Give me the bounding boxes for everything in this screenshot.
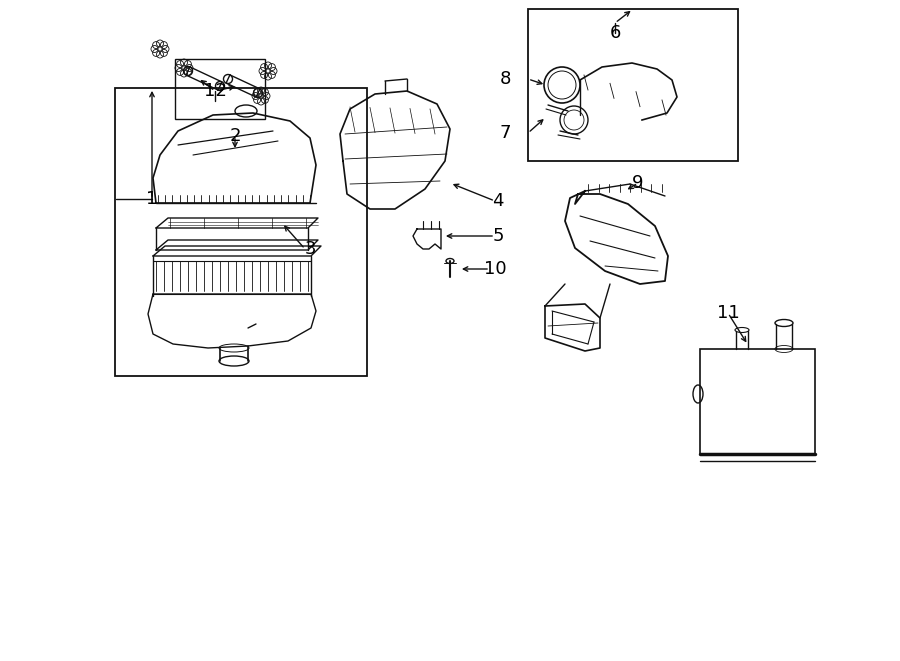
- Bar: [528, 9, 738, 161]
- Text: 12: 12: [203, 82, 227, 100]
- Text: 10: 10: [483, 260, 507, 278]
- Text: 6: 6: [609, 24, 621, 42]
- Bar: [700, 349, 815, 454]
- Text: 4: 4: [492, 192, 504, 210]
- Text: 7: 7: [500, 124, 511, 142]
- Text: 11: 11: [716, 304, 740, 322]
- Text: 5: 5: [492, 227, 504, 245]
- Text: 1: 1: [147, 190, 158, 208]
- Text: 8: 8: [500, 70, 510, 88]
- Bar: [175, 59, 265, 119]
- Text: 3: 3: [304, 240, 316, 258]
- Bar: [115, 88, 367, 376]
- Text: 9: 9: [632, 174, 644, 192]
- Text: 2: 2: [230, 127, 241, 145]
